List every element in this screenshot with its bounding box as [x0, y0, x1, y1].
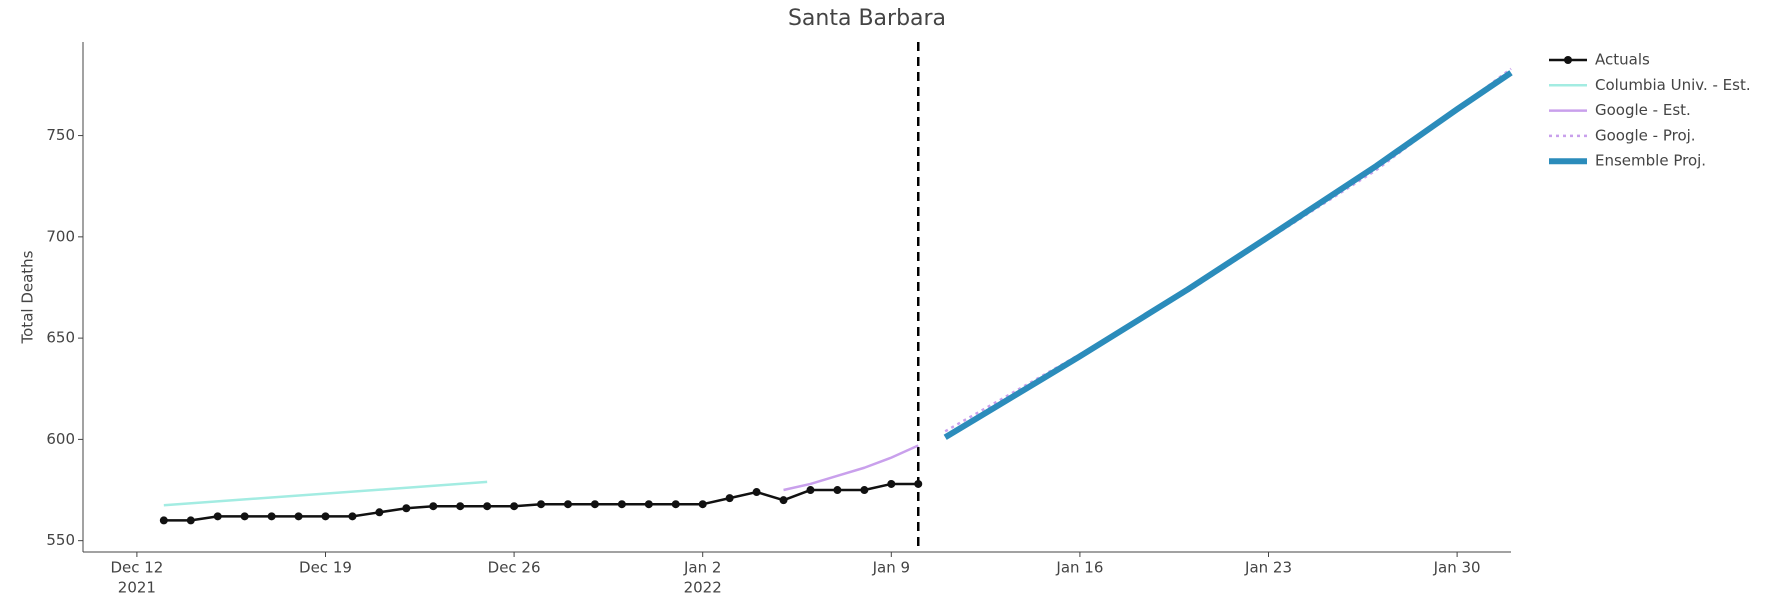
- y-tick-label: 750: [46, 126, 75, 144]
- data-point: [240, 512, 249, 521]
- legend-label: Google - Est.: [1595, 101, 1691, 119]
- legend-marker: [1564, 56, 1572, 64]
- x-tick-label: Jan 16: [1055, 559, 1103, 577]
- x-tick-year: 2021: [118, 579, 156, 596]
- y-axis-label: Total Deaths: [19, 250, 37, 344]
- data-point: [806, 486, 815, 495]
- data-point: [617, 500, 626, 509]
- y-tick-label: 550: [46, 531, 75, 549]
- data-point: [159, 516, 168, 525]
- series-line: [783, 444, 919, 492]
- data-point: [375, 508, 384, 517]
- x-tick-label: Jan 9: [872, 559, 910, 577]
- series-line: [943, 70, 1513, 440]
- data-point: [429, 502, 438, 511]
- data-point: [752, 488, 761, 497]
- data-point: [456, 502, 465, 511]
- series-line: [163, 480, 488, 507]
- data-point: [671, 500, 680, 509]
- x-tick-year: 2022: [684, 579, 722, 596]
- y-tick-label: 600: [46, 430, 75, 448]
- x-tick-label: Dec 12: [110, 559, 163, 577]
- data-point: [914, 479, 923, 488]
- data-point: [725, 494, 734, 503]
- data-point: [348, 512, 357, 521]
- data-point: [644, 500, 653, 509]
- data-point: [779, 496, 788, 505]
- data-point: [402, 504, 411, 513]
- x-tick-label: Jan 30: [1433, 559, 1481, 577]
- x-tick-label: Dec 26: [488, 559, 541, 577]
- data-point: [294, 512, 303, 521]
- legend-label: Google - Proj.: [1595, 126, 1696, 144]
- series-line: [944, 67, 1512, 433]
- data-point: [186, 516, 195, 525]
- x-tick-label: Jan 23: [1244, 559, 1292, 577]
- legend-label: Columbia Univ. - Est.: [1595, 76, 1751, 94]
- data-point: [483, 502, 492, 511]
- chart-title: Santa Barbara: [788, 6, 946, 31]
- data-point: [860, 486, 869, 495]
- y-tick-label: 700: [46, 227, 75, 245]
- legend-label: Ensemble Proj.: [1595, 152, 1706, 170]
- data-point: [563, 500, 572, 509]
- data-point: [833, 486, 842, 495]
- data-point: [213, 512, 222, 521]
- legend-label: Actuals: [1595, 51, 1650, 69]
- data-point: [537, 500, 546, 509]
- x-tick-label: Dec 19: [299, 559, 352, 577]
- data-point: [590, 500, 599, 509]
- data-point: [510, 502, 519, 511]
- x-tick-label: Jan 2: [683, 559, 721, 577]
- data-point: [267, 512, 276, 521]
- data-point: [887, 479, 896, 488]
- data-point: [321, 512, 330, 521]
- data-point: [698, 500, 707, 509]
- y-tick-label: 650: [46, 329, 75, 347]
